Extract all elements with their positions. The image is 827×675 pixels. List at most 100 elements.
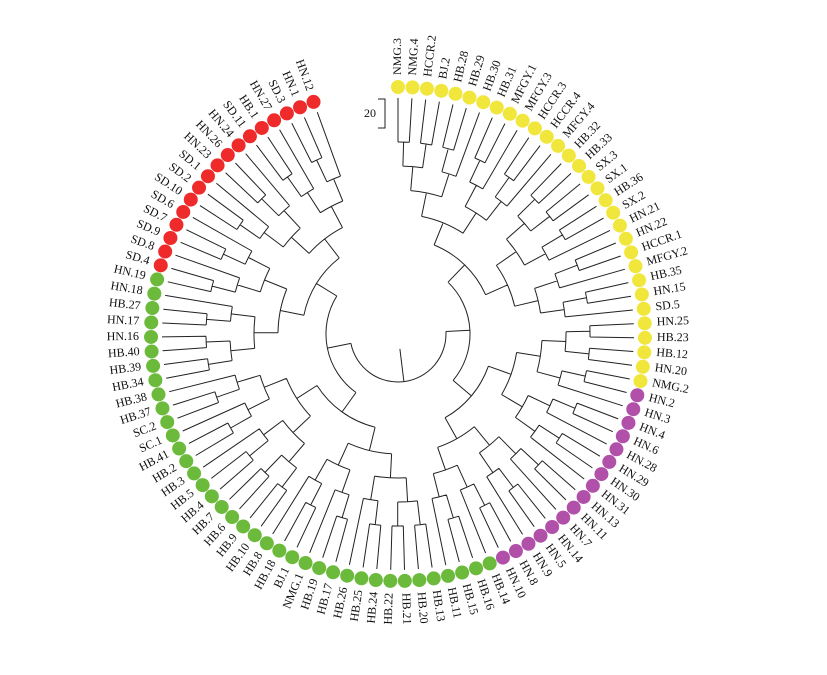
scale-bar bbox=[378, 98, 386, 129]
leaf-dot bbox=[581, 169, 596, 184]
leaf-dot bbox=[272, 543, 287, 558]
leaf-dot bbox=[259, 536, 274, 551]
leaf-dot bbox=[426, 571, 441, 586]
leaf-dot bbox=[502, 106, 517, 121]
leaf-label: HB.34 bbox=[111, 374, 145, 394]
leaf-dot bbox=[225, 510, 240, 525]
leaf-label: HB.22 bbox=[381, 593, 396, 625]
leaf-dot bbox=[551, 138, 566, 153]
leaf-dot bbox=[231, 138, 246, 153]
leaf-dot bbox=[169, 217, 184, 232]
leaf-label: HB.27 bbox=[108, 295, 141, 312]
leaf-dot bbox=[626, 402, 641, 417]
leaf-dot bbox=[476, 95, 491, 110]
leaf-dot bbox=[533, 528, 548, 543]
leaf-dot bbox=[183, 192, 198, 207]
leaf-dot bbox=[469, 561, 484, 576]
leaf-dot bbox=[585, 478, 600, 493]
leaf-dot bbox=[462, 90, 477, 105]
leaf-dot bbox=[441, 568, 456, 583]
leaf-dot bbox=[576, 489, 591, 504]
leaf-dot bbox=[195, 478, 210, 493]
leaf-label: NMG.4 bbox=[405, 38, 421, 76]
leaf-dot bbox=[545, 519, 560, 534]
leaf-label: HB.20 bbox=[415, 591, 432, 624]
leaf-dot bbox=[285, 550, 300, 565]
leaf-dot bbox=[572, 158, 587, 173]
leaf-label: HB.21 bbox=[399, 593, 414, 625]
leaf-dot bbox=[383, 573, 398, 588]
leaf-dot bbox=[527, 121, 542, 136]
leaf-dot bbox=[204, 489, 219, 504]
leaf-label: HB.11 bbox=[445, 586, 465, 619]
leaf-dot bbox=[633, 374, 648, 389]
leaf-dot bbox=[628, 259, 643, 274]
leaf-dot bbox=[624, 245, 639, 260]
leaf-dot bbox=[340, 568, 355, 583]
leaf-dot bbox=[148, 373, 163, 388]
leaf-dot bbox=[566, 500, 581, 515]
leaf-dot bbox=[200, 169, 215, 184]
leaf-dot bbox=[368, 573, 383, 588]
leaf-dot bbox=[539, 129, 554, 144]
leaf-dot bbox=[158, 244, 173, 259]
leaf-dot bbox=[612, 218, 627, 233]
leaf-label: HN.2 bbox=[647, 390, 676, 410]
leaf-dot bbox=[163, 231, 178, 246]
leaf-dot bbox=[160, 415, 175, 430]
leaf-dot bbox=[482, 556, 497, 571]
leaf-dot bbox=[419, 81, 434, 96]
leaf-dot bbox=[434, 83, 449, 98]
leaf-label: HB.35 bbox=[649, 263, 683, 284]
leaf-dot bbox=[298, 556, 313, 571]
leaf-dot bbox=[306, 94, 321, 109]
leaf-label: HB.12 bbox=[656, 345, 689, 361]
leaf-dot bbox=[405, 80, 420, 95]
leaf-dot bbox=[236, 519, 251, 534]
leaf-label: HN.25 bbox=[656, 313, 689, 328]
leaf-dot bbox=[590, 181, 605, 196]
leaf-dot bbox=[508, 544, 523, 559]
leaf-dot bbox=[602, 454, 617, 469]
leaf-dot bbox=[326, 565, 341, 580]
leaf-label: NMG.3 bbox=[390, 38, 404, 75]
leaf-dot bbox=[637, 345, 652, 360]
leaf-dot bbox=[254, 120, 269, 135]
leaf-label: HB.40 bbox=[107, 344, 140, 360]
leaf-dot bbox=[598, 193, 613, 208]
leaf-dot bbox=[176, 204, 191, 219]
leaf-dot bbox=[151, 387, 166, 402]
leaf-dot bbox=[150, 272, 165, 287]
leaf-dot bbox=[210, 158, 225, 173]
leaf-dot bbox=[147, 286, 162, 301]
leaf-dot bbox=[630, 388, 645, 403]
leaf-label: SD.5 bbox=[655, 297, 681, 313]
leaf-dot bbox=[144, 344, 159, 359]
leaf-label: SD.4 bbox=[124, 247, 151, 267]
leaf-dot bbox=[412, 573, 427, 588]
leaf-dot bbox=[636, 301, 651, 316]
leaf-label: HB.26 bbox=[330, 586, 350, 620]
leaf-dot bbox=[145, 301, 160, 316]
leaf-dot bbox=[455, 565, 470, 580]
leaf-dot bbox=[606, 205, 621, 220]
leaf-dot bbox=[637, 330, 652, 345]
leaf-dot bbox=[632, 273, 647, 288]
leaf-dot bbox=[242, 129, 257, 144]
leaf-dot bbox=[214, 499, 229, 514]
leaf-dot bbox=[279, 106, 294, 121]
leaf-dot bbox=[556, 510, 571, 525]
leaf-dot bbox=[155, 401, 170, 416]
leaf-dot bbox=[609, 442, 624, 457]
leaf-dot bbox=[187, 466, 202, 481]
leaf-dot bbox=[172, 441, 187, 456]
leaf-dot bbox=[293, 100, 308, 115]
leaf-dot bbox=[179, 454, 194, 469]
leaf-label: HN.18 bbox=[110, 278, 144, 297]
leaf-dot bbox=[448, 86, 463, 101]
leaf-dot bbox=[635, 359, 650, 374]
leaf-dot bbox=[312, 561, 327, 576]
leaf-dot bbox=[144, 329, 159, 344]
leaf-label: HN.16 bbox=[107, 329, 140, 343]
scale-label: 20 bbox=[364, 106, 376, 120]
